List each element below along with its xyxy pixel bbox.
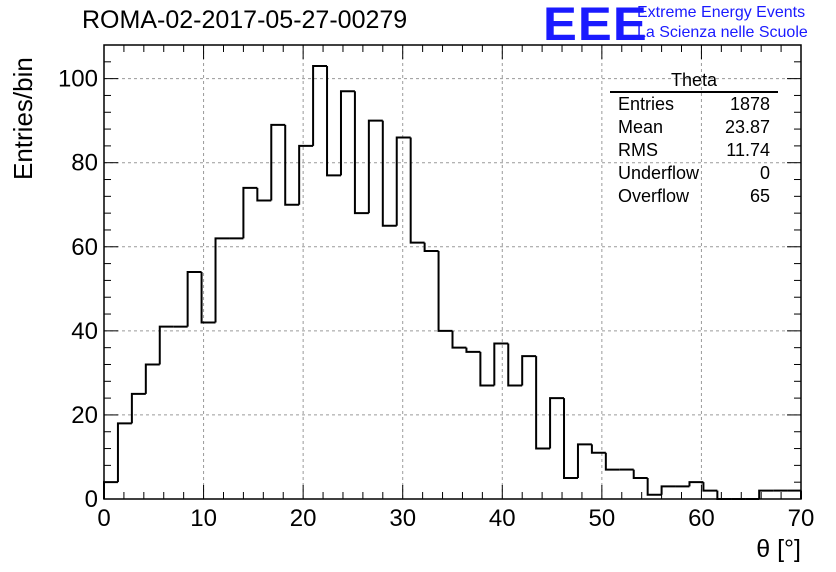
y-tick-label: 80 — [71, 150, 98, 177]
x-tick-label: 0 — [97, 505, 110, 532]
histogram-bin — [353, 91, 369, 215]
histogram-bin — [507, 343, 523, 387]
histogram-bin — [200, 272, 216, 324]
stats-label: Entries — [618, 94, 675, 114]
logo-subtitle-line1: Extreme Energy Events — [637, 4, 806, 21]
x-axis-label: θ [°] — [756, 535, 801, 563]
histogram-bin — [298, 144, 314, 205]
histogram-bin — [270, 123, 286, 201]
histogram-bin — [395, 136, 411, 226]
stats-box: Theta Entries 1878 Mean 23.87 RMS 11.74 Und… — [610, 70, 778, 208]
histogram-bin — [479, 351, 495, 387]
y-tick-label: 100 — [58, 66, 98, 93]
logo-subtitle-line2: La Scienza nelle Scuole — [637, 24, 808, 41]
y-tick-label: 0 — [85, 486, 98, 513]
stats-row: Entries 1878 — [610, 93, 778, 116]
stats-row: RMS 11.74 — [610, 139, 778, 162]
histogram-bin — [339, 90, 355, 176]
histogram-bin — [116, 422, 132, 483]
histogram-bin — [521, 355, 537, 386]
histogram-bin — [576, 443, 592, 478]
histogram-bin — [660, 485, 676, 495]
x-tick-label: 70 — [788, 505, 815, 532]
stats-label: Mean — [618, 117, 664, 137]
histogram-bin — [702, 482, 718, 492]
plot-frame — [103, 44, 802, 500]
histogram-bin — [158, 325, 174, 365]
stats-value: 23.87 — [724, 117, 770, 137]
histogram-bin — [242, 186, 258, 239]
x-tick-label: 60 — [688, 505, 715, 532]
histogram-bin — [688, 481, 704, 487]
stats-label: Underflow — [618, 163, 700, 183]
eee-logo: EEE — [543, 0, 648, 50]
x-tick-label: 10 — [190, 505, 217, 532]
histogram-bin — [423, 242, 439, 252]
histogram-bin — [451, 330, 467, 349]
stats-value: 1878 — [729, 94, 770, 114]
histogram-bin — [758, 489, 774, 499]
histogram-bin — [493, 342, 509, 386]
stats-row: Mean 23.87 — [610, 116, 778, 139]
x-tick-label: 40 — [489, 505, 516, 532]
y-tick-label: 60 — [71, 234, 98, 261]
histogram-bin — [590, 444, 606, 454]
histogram-bin — [367, 119, 383, 214]
x-tick-label: 20 — [290, 505, 317, 532]
histogram-bin — [256, 187, 272, 202]
histogram-bin — [563, 398, 578, 479]
histogram-bin — [186, 271, 202, 327]
histogram-bin — [381, 120, 397, 227]
x-tick-label: 50 — [589, 505, 616, 532]
histogram-bin — [632, 469, 648, 479]
histogram-bin — [465, 347, 481, 353]
stats-label: RMS — [618, 140, 658, 160]
stats-title: Theta — [610, 70, 778, 93]
histogram-bin — [144, 363, 160, 394]
y-tick-label: 20 — [71, 402, 98, 429]
histogram-bin — [130, 392, 146, 424]
histogram-bin — [646, 477, 662, 496]
histogram-bin — [604, 452, 620, 471]
y-axis-label: Entries/bin — [8, 57, 38, 180]
histogram-bin — [535, 356, 551, 450]
stats-label: Overflow — [618, 186, 690, 206]
x-tick-label: 30 — [389, 505, 416, 532]
stats-row: Overflow 65 — [610, 185, 778, 208]
histogram-bin — [312, 65, 328, 146]
histogram-bin — [214, 237, 230, 323]
histogram-bin — [549, 397, 565, 449]
histogram-bin — [437, 250, 453, 332]
histogram-bin — [284, 124, 300, 206]
histogram-bin — [103, 481, 118, 499]
histogram-bin — [716, 490, 732, 500]
histogram-bin — [409, 137, 425, 244]
histogram-bin — [326, 66, 341, 177]
y-tick-label: 40 — [71, 318, 98, 345]
stats-row: Underflow 0 — [610, 162, 778, 185]
chart-title: ROMA-02-2017-05-27-00279 — [82, 6, 408, 34]
stats-value: 11.74 — [726, 140, 770, 160]
stats-value: 0 — [759, 163, 770, 183]
stats-value: 65 — [749, 186, 770, 206]
